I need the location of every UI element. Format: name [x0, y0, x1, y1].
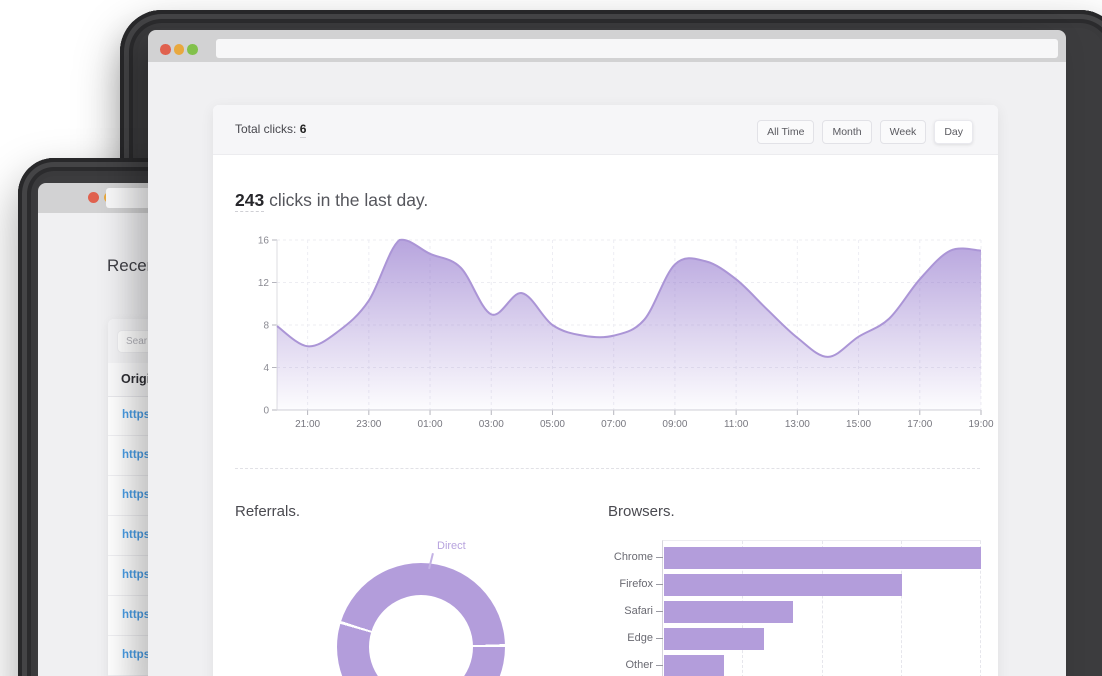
svg-text:12: 12 [258, 278, 270, 289]
bar-gridline [821, 541, 823, 676]
axis-tick [656, 611, 663, 612]
close-button-icon[interactable] [160, 44, 171, 55]
bar-row-other: Other [625, 655, 980, 676]
referrals-donut-chart [337, 563, 505, 676]
total-clicks-value: 6 [299, 122, 307, 138]
range-button-week[interactable]: Week [879, 120, 927, 144]
svg-text:01:00: 01:00 [418, 419, 443, 430]
svg-text:21:00: 21:00 [295, 419, 320, 430]
axis-tick [656, 557, 663, 558]
svg-text:03:00: 03:00 [479, 419, 504, 430]
total-clicks-label: Total clicks: [235, 122, 297, 136]
range-button-all-time[interactable]: All Time [757, 120, 815, 144]
bar-row-safari: Safari [624, 601, 980, 623]
bar-category-label: Edge [627, 632, 653, 644]
total-clicks: Total clicks: 6 [235, 122, 307, 138]
bar-edge [664, 628, 764, 650]
axis-tick [656, 584, 663, 585]
card-header: Total clicks: 6 All Time Month Week Day [213, 105, 998, 155]
clicks-area-chart: 0 4 8 12 16 21:00 23:00 01:00 03:00 05:00 07:00 09:… [258, 236, 994, 431]
referrals-section-title: Referrals. [235, 503, 301, 520]
bar-category-label: Firefox [619, 578, 653, 590]
clicks-count: 243 [235, 190, 265, 212]
svg-text:05:00: 05:00 [540, 419, 565, 430]
front-browser-titlebar [148, 30, 1066, 63]
range-button-day[interactable]: Day [934, 120, 973, 144]
bar-row-firefox: Firefox [619, 574, 980, 596]
analytics-card: Total clicks: 6 All Time Month Week Day 243… [213, 105, 998, 676]
bar-other [664, 655, 725, 676]
svg-text:07:00: 07:00 [601, 419, 626, 430]
bar-gridline [980, 541, 981, 676]
front-page: Total clicks: 6 All Time Month Week Day 243… [148, 62, 1066, 676]
svg-text:09:00: 09:00 [662, 419, 687, 430]
svg-text:17:00: 17:00 [907, 419, 932, 430]
svg-text:15:00: 15:00 [846, 419, 871, 430]
axis-tick [656, 665, 663, 666]
bar-gridline [900, 541, 902, 676]
svg-text:4: 4 [263, 363, 269, 374]
svg-text:11:00: 11:00 [724, 419, 749, 430]
url-bar[interactable] [216, 39, 1058, 58]
donut-direct-label: Direct [437, 540, 466, 552]
browsers-section-title: Browsers. [608, 503, 675, 520]
recent-links-heading: Recen [107, 256, 157, 275]
axis-tick [656, 638, 663, 639]
bar-category-label: Safari [624, 605, 653, 617]
clicks-headline-text: clicks in the last day. [264, 190, 429, 210]
svg-text:19:00: 19:00 [968, 419, 993, 430]
close-button-icon[interactable] [88, 192, 99, 203]
bar-safari [664, 601, 794, 623]
browsers-bar-chart: Chrome Firefox Safari Edge Other [614, 540, 981, 676]
range-button-month[interactable]: Month [822, 120, 872, 144]
bar-chrome [664, 547, 981, 569]
range-button-group: All Time Month Week Day [757, 120, 973, 144]
clicks-headline: 243 clicks in the last day. [235, 190, 429, 212]
minimize-button-icon[interactable] [173, 44, 184, 55]
bar-category-label: Other [625, 659, 653, 671]
svg-text:16: 16 [258, 236, 270, 247]
svg-text:23:00: 23:00 [356, 419, 381, 430]
bar-firefox [664, 574, 902, 596]
divider [235, 468, 980, 469]
bar-row-chrome: Chrome [614, 547, 981, 569]
bar-row-edge: Edge [627, 628, 980, 650]
front-browser-window: Total clicks: 6 All Time Month Week Day 243… [148, 30, 1066, 676]
svg-text:13:00: 13:00 [785, 419, 810, 430]
maximize-button-icon[interactable] [187, 44, 198, 55]
bar-category-label: Chrome [613, 551, 653, 563]
svg-text:8: 8 [263, 321, 269, 332]
svg-text:0: 0 [263, 406, 269, 417]
